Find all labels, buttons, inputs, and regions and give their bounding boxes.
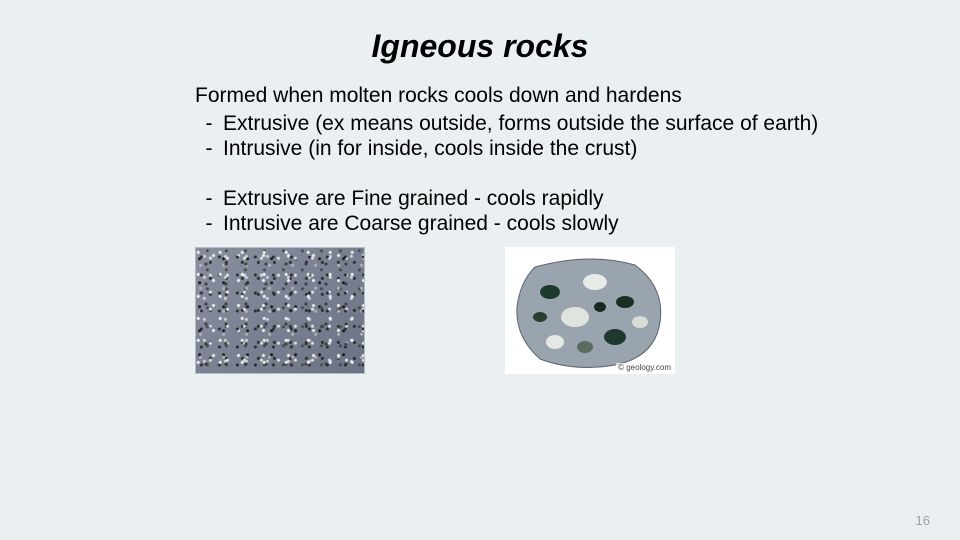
bullet-item: - Intrusive are Coarse grained - cools s… bbox=[195, 211, 840, 237]
dash-icon: - bbox=[195, 186, 223, 212]
bullet-text: Intrusive (in for inside, cools inside t… bbox=[223, 136, 840, 162]
bullet-item: - Extrusive (ex means outside, forms out… bbox=[195, 111, 840, 137]
dash-icon: - bbox=[195, 211, 223, 237]
bullet-item: - Extrusive are Fine grained - cools rap… bbox=[195, 186, 840, 212]
intro-text: Formed when molten rocks cools down and … bbox=[195, 83, 840, 109]
rock-image-fine-grained bbox=[195, 247, 365, 374]
content-block: Formed when molten rocks cools down and … bbox=[195, 83, 840, 237]
page-number: 16 bbox=[916, 513, 930, 528]
bullet-text: Intrusive are Coarse grained - cools slo… bbox=[223, 211, 840, 237]
image-row: © geology.com bbox=[195, 247, 960, 374]
bullet-item: - Intrusive (in for inside, cools inside… bbox=[195, 136, 840, 162]
slide-title: Igneous rocks bbox=[0, 0, 960, 83]
rock-image-coarse-grained: © geology.com bbox=[505, 247, 675, 374]
image-credit: © geology.com bbox=[616, 363, 673, 372]
bullet-text: Extrusive are Fine grained - cools rapid… bbox=[223, 186, 840, 212]
dash-icon: - bbox=[195, 111, 223, 137]
bullet-text: Extrusive (ex means outside, forms outsi… bbox=[223, 111, 840, 137]
dash-icon: - bbox=[195, 136, 223, 162]
